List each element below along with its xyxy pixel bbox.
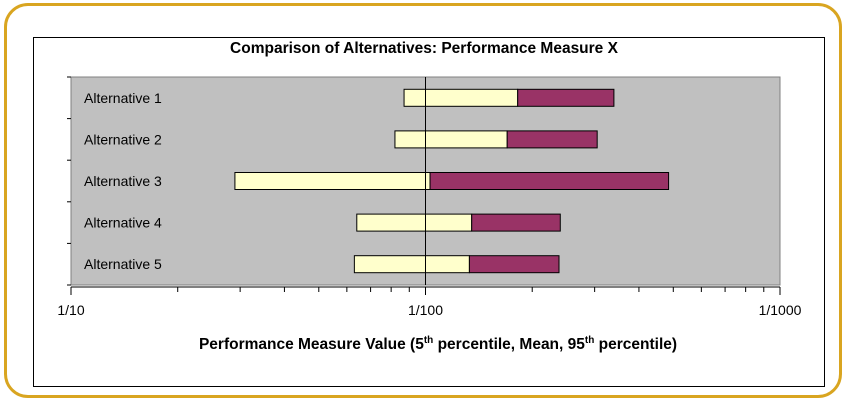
category-label: Alternative 1 — [84, 90, 162, 106]
x-tick-label: 1/100 — [408, 302, 443, 318]
bar-lower-segment — [403, 88, 519, 107]
bars-layer — [234, 88, 670, 274]
bar-lower-segment — [353, 255, 470, 274]
bar-upper-segment — [506, 130, 598, 149]
bar-lower-segment — [234, 172, 431, 190]
x-tick-label: 1/1000 — [759, 302, 802, 318]
x-axis-label: Performance Measure Value (5th percentil… — [199, 335, 677, 353]
category-label: Alternative 5 — [84, 256, 162, 272]
bar-upper-segment — [517, 88, 615, 107]
category-label: Alternative 4 — [84, 215, 162, 231]
chart-title: Comparison of Alternatives: Performance … — [230, 40, 619, 57]
axis-layer — [67, 76, 781, 295]
bar-upper-segment — [471, 213, 561, 232]
x-tick-label: 1/10 — [57, 302, 84, 318]
category-label: Alternative 2 — [84, 131, 162, 147]
labels-layer: Alternative 1 Alternative 2 Alternative 3 A… — [57, 90, 801, 318]
bar-lower-segment — [394, 130, 508, 149]
category-label: Alternative 3 — [84, 173, 162, 189]
bar-upper-segment — [429, 172, 670, 190]
bar-lower-segment — [356, 213, 473, 232]
bar-upper-segment — [468, 255, 560, 274]
